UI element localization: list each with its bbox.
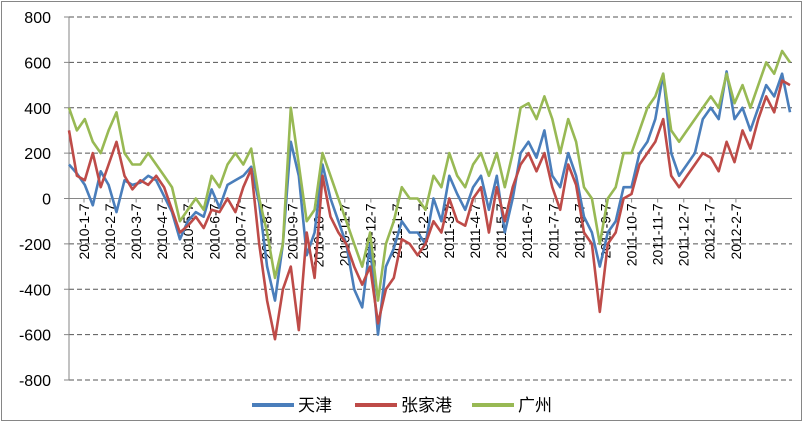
x-tick-label: 2010-3-7 bbox=[128, 203, 144, 259]
x-tick-label: 2010-9-7 bbox=[285, 203, 301, 259]
gridlines bbox=[69, 16, 792, 381]
x-tick-label: 2011-12-7 bbox=[676, 203, 692, 266]
x-tick-label: 2011-11-7 bbox=[650, 203, 666, 265]
x-tick-label: 2010-1-7 bbox=[76, 203, 92, 259]
x-tick-label: 2011-7-7 bbox=[545, 203, 561, 258]
y-tick-label: -600 bbox=[19, 328, 51, 345]
x-tick-label: 2011-4-7 bbox=[467, 203, 483, 258]
y-axis: 800 600 400 200 0 -200 -400 -600 -800 bbox=[19, 10, 70, 390]
series-line-1 bbox=[68, 70, 792, 336]
legend-label-3: 广州 bbox=[518, 396, 552, 416]
series-lines bbox=[67, 49, 792, 341]
x-tick-label: 2011-6-7 bbox=[519, 203, 535, 258]
y-tick-label: 600 bbox=[24, 55, 51, 72]
y-tick-label: 200 bbox=[24, 146, 51, 163]
legend-label-2: 张家港 bbox=[401, 396, 452, 416]
x-tick-label: 2010-2-7 bbox=[102, 203, 118, 259]
legend-label-1: 天津 bbox=[298, 396, 332, 416]
y-tick-label: 0 bbox=[42, 192, 51, 209]
x-tick-label: 2011-2-7 bbox=[415, 203, 431, 258]
x-tick-label: 2010-6-7 bbox=[206, 203, 222, 259]
y-tick-label: -400 bbox=[19, 282, 51, 299]
x-tick-label: 2011-9-7 bbox=[597, 203, 613, 258]
y-tick-label: -200 bbox=[19, 237, 51, 254]
y-tick-label: 800 bbox=[24, 10, 51, 27]
series-line-2 bbox=[67, 79, 791, 341]
x-tick-label: 2012-2-7 bbox=[728, 203, 744, 259]
x-tick-label: 2012-1-7 bbox=[702, 203, 718, 259]
legend: 天津 张家港 广州 bbox=[252, 396, 552, 416]
x-axis: 2010-1-7 2010-2-7 2010-3-7 2010-4-7 2010-5-7… bbox=[69, 198, 792, 267]
x-tick-label: 2011-10-7 bbox=[624, 203, 640, 266]
series-line-3 bbox=[67, 49, 792, 302]
x-tick-label: 2010-7-7 bbox=[232, 203, 248, 259]
y-tick-label: -800 bbox=[19, 373, 51, 390]
x-tick-label: 2010-4-7 bbox=[154, 203, 170, 259]
y-tick-label: 400 bbox=[24, 101, 51, 118]
